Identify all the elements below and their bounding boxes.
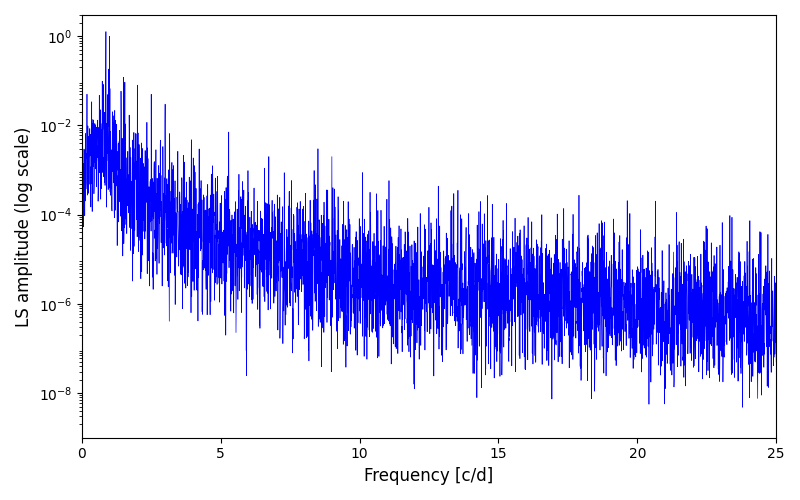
Y-axis label: LS amplitude (log scale): LS amplitude (log scale) xyxy=(15,126,33,326)
X-axis label: Frequency [c/d]: Frequency [c/d] xyxy=(364,467,494,485)
